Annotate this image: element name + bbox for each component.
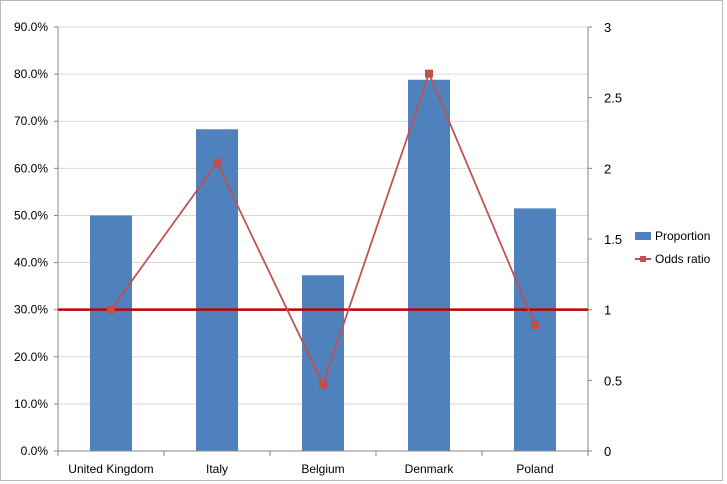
bar-belgium bbox=[302, 275, 344, 451]
y-right-tick-label-6: 3 bbox=[604, 20, 611, 35]
y-right-tick-label-3: 1.5 bbox=[604, 232, 622, 247]
proportion-bars bbox=[90, 79, 556, 452]
y-left-tick-label-5: 50.0% bbox=[14, 208, 48, 222]
tick-labels: 0.0% 10.0% 20.0% 30.0% 40.0% 50.0% 60.0% 70.0% 8… bbox=[14, 20, 622, 476]
y-left-tick-label-0: 0.0% bbox=[21, 444, 49, 458]
odds-ratio-marker-poland bbox=[531, 321, 539, 330]
x-tick-label-1: Italy bbox=[206, 462, 228, 476]
y-right-tick-label-0: 0 bbox=[604, 444, 611, 459]
y-right-tick-label-5: 2.5 bbox=[604, 91, 622, 106]
y-left-tick-label-9: 90.0% bbox=[14, 20, 48, 34]
legend-label-odds-ratio: Odds ratio bbox=[655, 252, 711, 266]
x-tick-label-2: Belgium bbox=[301, 462, 344, 476]
x-tick-label-0: United Kingdom bbox=[68, 462, 153, 476]
y-left-tick-label-6: 60.0% bbox=[14, 161, 48, 175]
y-right-tick-label-4: 2 bbox=[604, 161, 611, 176]
y-left-tick-label-3: 30.0% bbox=[14, 303, 48, 317]
legend: Proportion Odds ratio bbox=[635, 229, 711, 266]
x-tick-label-3: Denmark bbox=[405, 462, 455, 476]
bar-united-kingdom bbox=[90, 215, 132, 451]
bar-denmark bbox=[408, 79, 450, 452]
legend-marker-odds-ratio bbox=[640, 256, 646, 262]
odds-ratio-marker-belgium bbox=[319, 380, 327, 389]
bar-poland bbox=[514, 208, 556, 451]
y-left-tick-label-7: 70.0% bbox=[14, 114, 48, 128]
odds-ratio-marker-italy bbox=[213, 158, 221, 167]
y-left-tick-label-1: 10.0% bbox=[14, 397, 48, 411]
x-tick-label-4: Poland bbox=[516, 462, 553, 476]
legend-label-proportion: Proportion bbox=[655, 229, 710, 243]
odds-ratio-marker-united-kingdom bbox=[107, 305, 115, 314]
y-left-tick-label-8: 80.0% bbox=[14, 67, 48, 81]
odds-ratio-marker-denmark bbox=[425, 69, 433, 78]
y-right-tick-label-2: 1 bbox=[604, 303, 611, 318]
axes bbox=[54, 26, 592, 456]
y-right-tick-label-1: 0.5 bbox=[604, 373, 622, 388]
odds-ratio-series bbox=[107, 69, 539, 389]
y-left-tick-label-2: 20.0% bbox=[14, 350, 48, 364]
bar-italy bbox=[196, 129, 238, 451]
y-left-tick-label-4: 40.0% bbox=[14, 256, 48, 270]
legend-swatch-proportion bbox=[635, 232, 651, 240]
